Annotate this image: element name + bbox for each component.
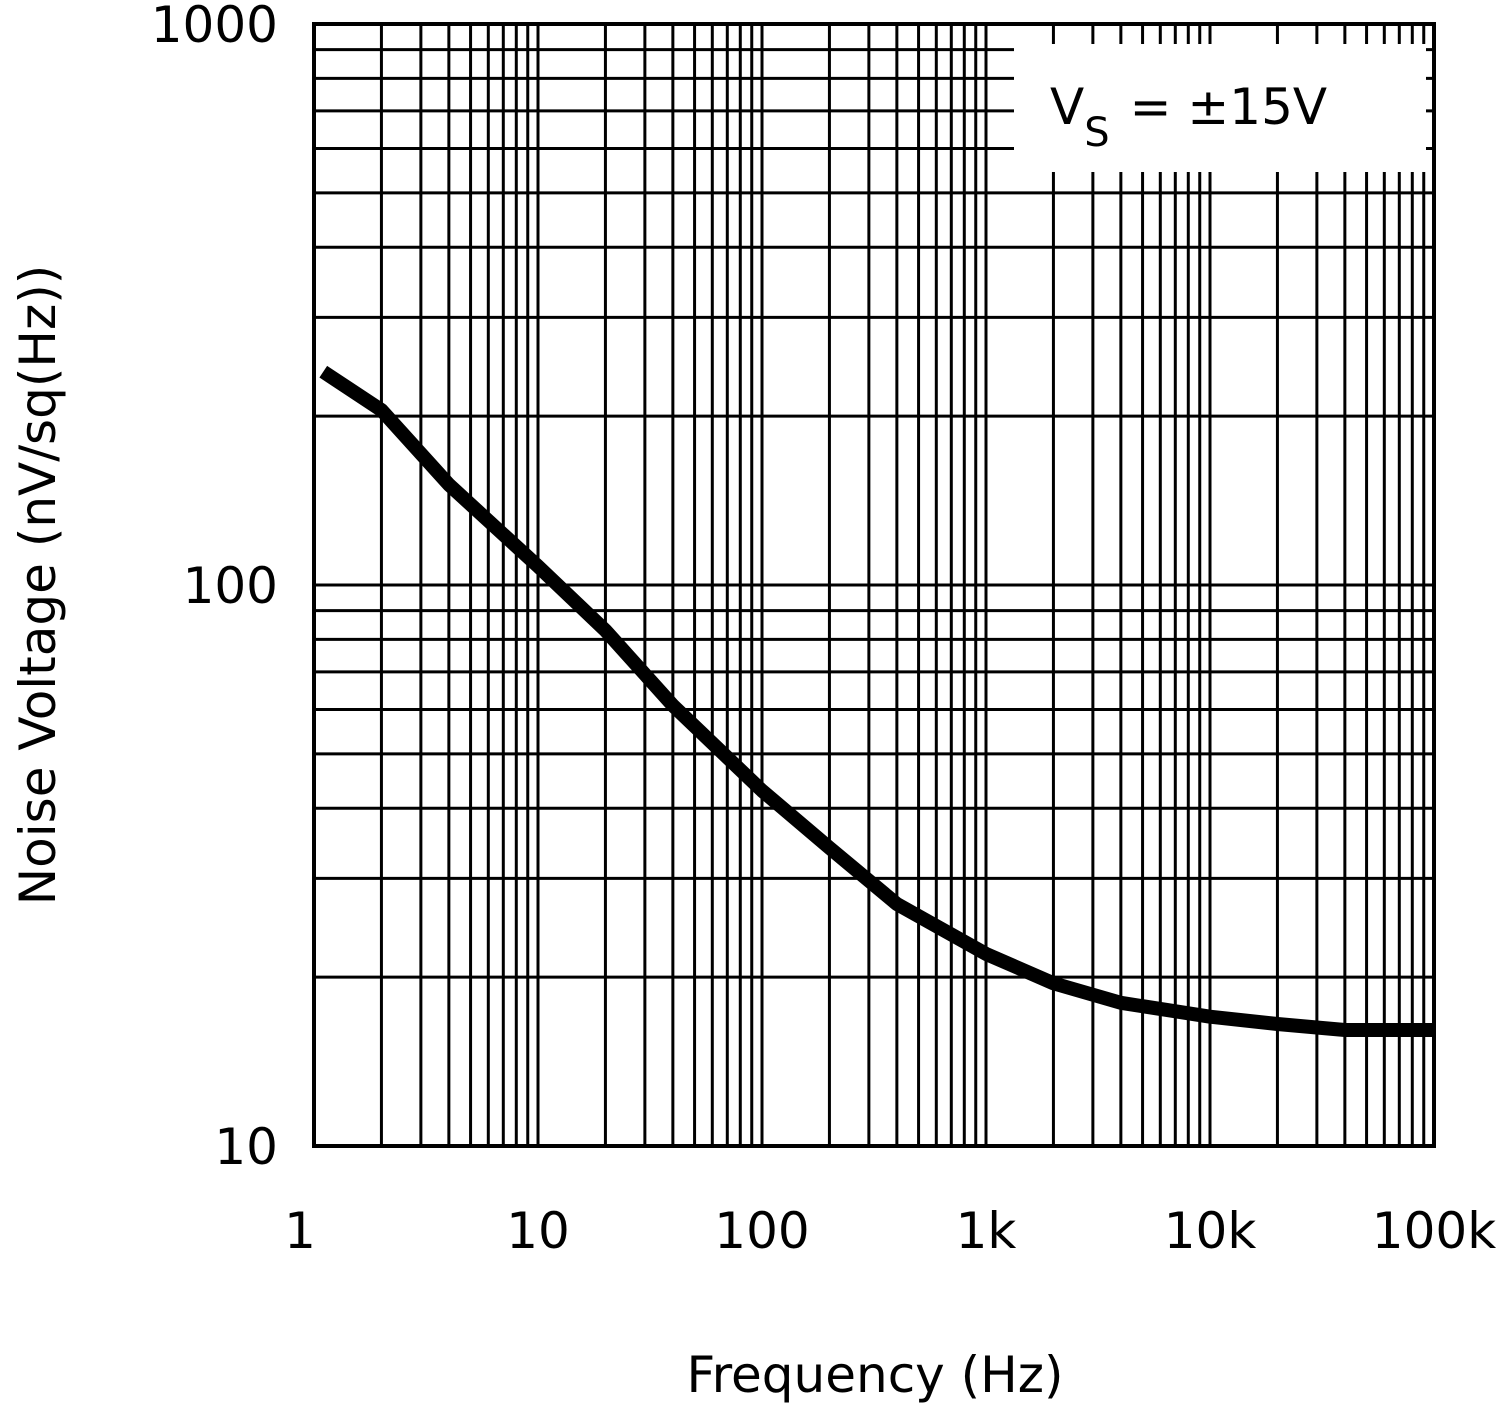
annotation-main: V [1050, 78, 1084, 136]
y-tick-label: 1000 [151, 0, 278, 54]
y-tick-label: 100 [183, 557, 278, 615]
annotation-subscript: S [1084, 110, 1109, 156]
x-tick-label: 10 [506, 1202, 570, 1260]
annotation: VS = ±15V [1050, 78, 1327, 156]
x-tick-label: 10k [1164, 1202, 1257, 1260]
line-series [319, 365, 1434, 1037]
plot-frame [312, 22, 1436, 1148]
x-tick-label: 1 [284, 1202, 316, 1260]
y-tick-label: 10 [214, 1118, 278, 1176]
x-tick-label: 1k [956, 1202, 1017, 1260]
x-tick-label: 100k [1372, 1202, 1496, 1260]
y-axis-label: Noise Voltage (nV/sq(Hz)) [9, 265, 67, 905]
annotation-suffix: = ±15V [1130, 78, 1328, 136]
annotation-box [1014, 44, 1426, 172]
x-axis-label: Frequency (Hz) [686, 1346, 1063, 1404]
x-tick-label: 100 [714, 1202, 809, 1260]
